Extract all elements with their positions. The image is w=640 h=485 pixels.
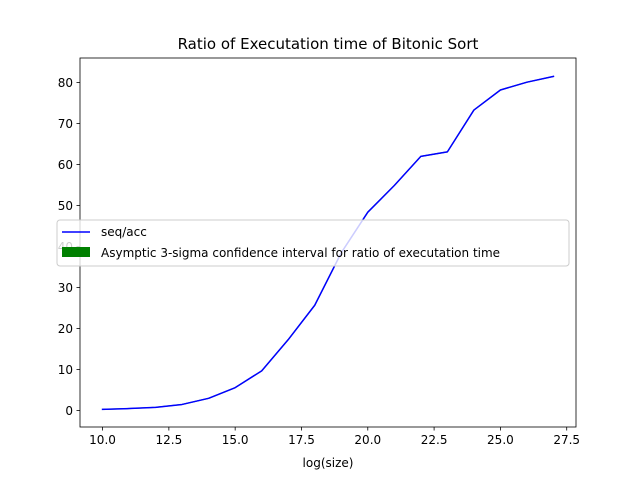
x-tick-label: 27.5 [553, 433, 580, 447]
x-tick-label: 22.5 [421, 433, 448, 447]
legend-label-confidence-interval: Asymptic 3-sigma confidence interval for… [101, 246, 500, 260]
x-tick-label: 17.5 [288, 433, 315, 447]
legend-label-seq-acc: seq/acc [101, 225, 147, 239]
y-tick-label: 50 [58, 199, 73, 213]
y-tick-label: 20 [58, 322, 73, 336]
y-tick-label: 0 [65, 404, 73, 418]
y-tick-label: 70 [58, 117, 73, 131]
y-tick-label: 80 [58, 76, 73, 90]
x-tick-label: 15.0 [222, 433, 249, 447]
x-tick-label: 10.0 [89, 433, 116, 447]
x-tick-label: 20.0 [354, 433, 381, 447]
x-tick-label: 12.5 [155, 433, 182, 447]
legend-band-swatch [62, 247, 90, 257]
y-tick-label: 10 [58, 363, 73, 377]
x-tick-label: 25.0 [487, 433, 514, 447]
y-tick-label: 30 [58, 281, 73, 295]
chart-title: Ratio of Executation time of Bitonic Sor… [178, 35, 479, 53]
y-tick-label: 60 [58, 158, 73, 172]
x-axis-label: log(size) [303, 456, 354, 470]
